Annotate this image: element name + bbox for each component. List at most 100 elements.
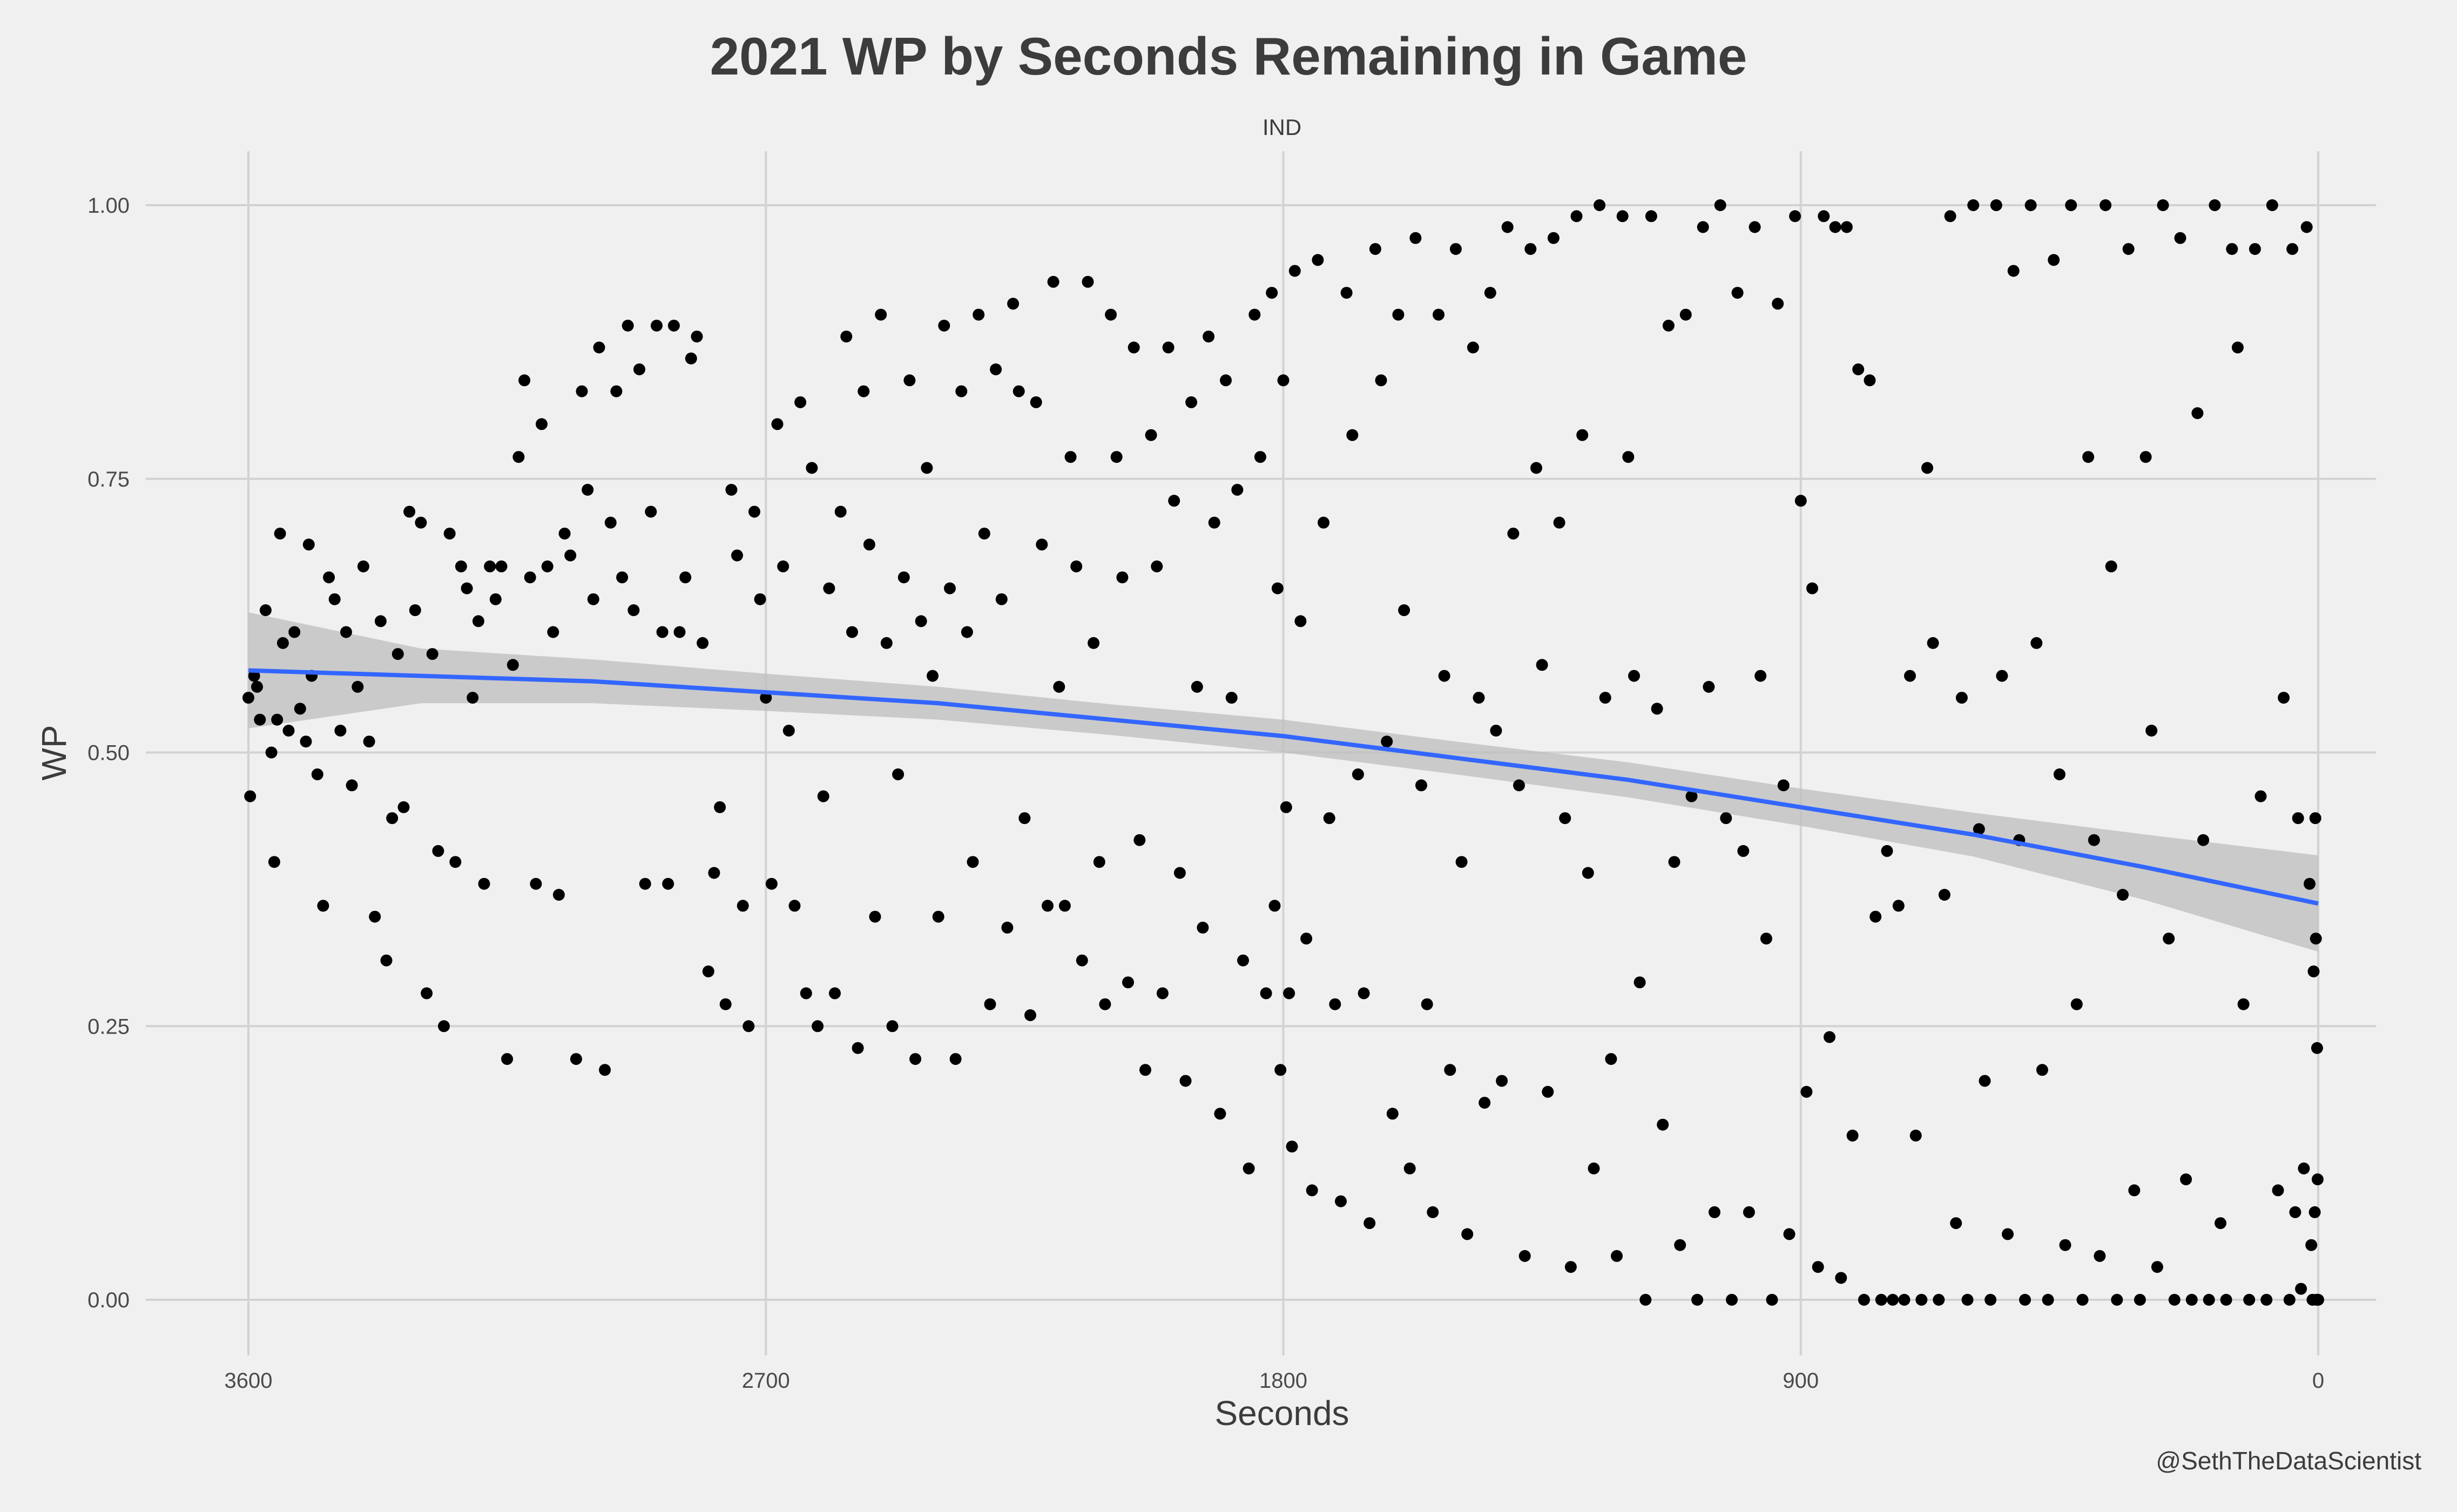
data-point — [955, 385, 968, 397]
data-point — [949, 1053, 962, 1065]
data-point — [2185, 1294, 2198, 1306]
data-point — [817, 790, 829, 802]
data-point — [622, 320, 634, 332]
data-point — [938, 320, 950, 332]
data-point — [352, 680, 364, 693]
data-point — [1536, 659, 1548, 671]
data-point — [2088, 834, 2100, 846]
data-point — [2237, 998, 2250, 1010]
data-point — [1375, 374, 1387, 387]
data-point — [1915, 1294, 1928, 1306]
y-tick-label: 0.25 — [87, 1015, 130, 1038]
data-point — [1294, 615, 1307, 627]
data-point — [1208, 516, 1220, 529]
data-point — [1518, 1250, 1531, 1262]
data-point — [541, 560, 554, 572]
data-point — [2065, 199, 2077, 211]
data-point — [552, 889, 565, 901]
data-point — [2304, 878, 2316, 890]
data-point — [489, 593, 502, 605]
data-point — [449, 856, 462, 868]
data-point — [1668, 856, 1680, 868]
data-point — [1737, 845, 1750, 857]
data-point — [1938, 889, 1950, 901]
data-point — [2030, 637, 2043, 649]
data-point — [2139, 451, 2152, 463]
data-point — [1203, 330, 1215, 343]
data-point — [2053, 768, 2066, 780]
data-point — [495, 560, 508, 572]
data-point — [524, 571, 536, 584]
data-point — [2307, 965, 2320, 977]
data-point — [1979, 1075, 1991, 1087]
data-point — [604, 516, 617, 529]
data-point — [823, 582, 835, 595]
data-point — [2292, 812, 2304, 825]
data-point — [443, 528, 456, 540]
data-point — [587, 593, 599, 605]
data-point — [1162, 341, 1174, 354]
data-point — [1280, 801, 1292, 813]
data-point — [1570, 210, 1583, 222]
data-point — [1794, 495, 1807, 507]
data-point — [1058, 900, 1071, 912]
data-point — [927, 670, 939, 682]
data-point — [1369, 243, 1381, 255]
data-point — [254, 713, 266, 726]
data-point — [2209, 199, 2221, 211]
data-point — [1042, 900, 1054, 912]
data-point — [1818, 210, 1830, 222]
data-point — [317, 900, 329, 912]
data-point — [501, 1053, 514, 1065]
data-point — [2254, 790, 2267, 802]
data-point — [1110, 451, 1123, 463]
data-point — [967, 856, 979, 868]
data-point — [1018, 812, 1031, 825]
data-point — [2272, 1184, 2284, 1197]
data-point — [1286, 1140, 1298, 1153]
data-point — [886, 1020, 899, 1032]
data-point — [1283, 987, 1295, 1000]
data-point — [1438, 670, 1450, 682]
data-point — [1628, 670, 1640, 682]
data-point — [1231, 484, 1244, 496]
data-point — [415, 516, 427, 529]
data-point — [1772, 298, 1784, 310]
data-point — [1950, 1217, 1962, 1230]
data-point — [2002, 1228, 2014, 1240]
data-point — [2309, 812, 2321, 825]
data-point — [1220, 374, 1232, 387]
data-point — [1634, 976, 1646, 989]
data-point — [1415, 779, 1427, 792]
data-point — [1892, 900, 1905, 912]
data-point — [1933, 1294, 1945, 1306]
data-point — [812, 1020, 824, 1032]
data-point — [754, 593, 766, 605]
data-point — [685, 352, 697, 364]
data-point — [2168, 1294, 2181, 1306]
data-point — [288, 626, 301, 638]
data-point — [1449, 243, 1462, 255]
data-point — [973, 308, 985, 321]
data-point — [2311, 1173, 2324, 1185]
data-point — [1013, 385, 1025, 397]
data-point — [1053, 680, 1065, 693]
data-point — [1381, 735, 1393, 748]
data-point — [265, 746, 278, 759]
data-point — [2231, 341, 2244, 354]
data-point — [484, 560, 496, 572]
data-point — [455, 560, 467, 572]
data-point — [1473, 692, 1485, 704]
data-point — [610, 385, 623, 397]
data-point — [2300, 221, 2313, 233]
data-point — [782, 725, 795, 737]
data-point — [875, 308, 887, 321]
y-tick-label: 0.75 — [87, 468, 130, 491]
data-point — [880, 637, 893, 649]
data-point — [2145, 725, 2158, 737]
data-point — [512, 451, 525, 463]
data-point — [582, 484, 594, 496]
data-point — [1030, 396, 1042, 408]
data-point — [363, 735, 375, 748]
data-point — [2308, 1206, 2321, 1218]
